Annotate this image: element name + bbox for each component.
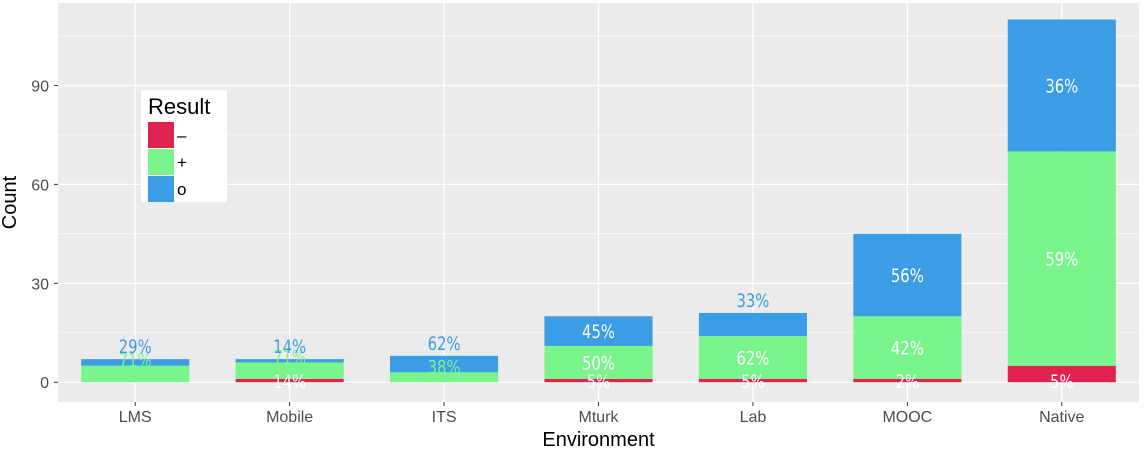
x-tick-label: Mobile <box>266 409 313 426</box>
x-axis-title: Environment <box>542 429 655 451</box>
bar-segment-o <box>81 359 190 366</box>
bar-label-o: 29% <box>119 336 152 358</box>
y-tick-label: 60 <box>31 177 49 194</box>
x-tick-label: Mturk <box>579 409 620 426</box>
bar-segment-minus <box>853 378 962 383</box>
bar-label-plus: 71% <box>273 347 306 369</box>
bar-label-plus: 38% <box>428 357 461 379</box>
bar-segment-minus <box>1007 365 1116 383</box>
bar-label-o: 56% <box>891 265 924 287</box>
bar-segment-plus <box>853 316 962 379</box>
bar-segment-plus <box>81 365 190 383</box>
y-tick-label: 90 <box>31 78 49 95</box>
bar-label-plus: 42% <box>891 338 924 360</box>
bar-label-plus: 62% <box>736 348 769 370</box>
bar-label-o: 36% <box>1045 76 1078 98</box>
bar-segment-o <box>1007 19 1116 152</box>
bar-segment-minus <box>544 378 653 383</box>
y-tick-label: 30 <box>31 276 49 293</box>
bar-label-plus: 71% <box>119 350 152 372</box>
bar-label-o: 33% <box>736 290 769 312</box>
bar-segment-minus <box>235 378 344 383</box>
legend-label-plus: + <box>177 153 187 172</box>
x-tick-label: ITS <box>432 409 457 426</box>
bar-label-o: 14% <box>273 336 306 358</box>
bar-segment-plus <box>1007 151 1116 366</box>
bars <box>81 19 1116 383</box>
bar-label-minus: 2% <box>896 371 919 393</box>
x-tick-label: MOOC <box>882 409 932 426</box>
legend-swatch-minus <box>148 122 174 148</box>
legend: Result – + o <box>141 90 227 202</box>
bar-segment-o <box>853 233 962 317</box>
legend-label-o: o <box>177 180 186 199</box>
legend-swatch-plus <box>148 149 174 175</box>
legend-items: – + o <box>148 122 187 202</box>
bar-segment-plus <box>235 362 344 379</box>
legend-title: Result <box>148 94 210 119</box>
bar-label-minus: 5% <box>1050 371 1073 393</box>
legend-label-minus: – <box>177 126 187 145</box>
bar-segment-o <box>698 312 807 337</box>
bar-segment-o <box>235 359 344 363</box>
bar-label-o: 62% <box>428 333 461 355</box>
bar-segment-o <box>390 355 499 373</box>
x-tick-label: LMS <box>119 409 152 426</box>
bar-label-o: 45% <box>582 321 615 343</box>
bar-labels: 71%29%14%71%14%38%62%5%50%45%5%62%33%2%4… <box>119 76 1078 394</box>
bar-segment-o <box>544 316 653 346</box>
bar-label-minus: 5% <box>741 371 764 393</box>
legend-swatch-o <box>148 176 174 202</box>
bar-segment-minus <box>698 378 807 383</box>
bar-segment-plus <box>698 336 807 379</box>
bar-segment-plus <box>544 345 653 379</box>
bar-label-minus: 14% <box>273 371 306 393</box>
x-tick-label: Native <box>1039 409 1084 426</box>
bar-label-minus: 5% <box>587 371 610 393</box>
x-tick-label: Lab <box>740 409 767 426</box>
axes: 0 30 60 90 LMS Mobile ITS Mturk Lab MOOC Native <box>31 78 1084 426</box>
y-tick-label: 0 <box>40 375 49 392</box>
bar-label-plus: 59% <box>1045 249 1078 271</box>
bar-segment-plus <box>390 372 499 383</box>
bar-label-plus: 50% <box>582 353 615 375</box>
y-axis-title: Count <box>0 175 21 229</box>
